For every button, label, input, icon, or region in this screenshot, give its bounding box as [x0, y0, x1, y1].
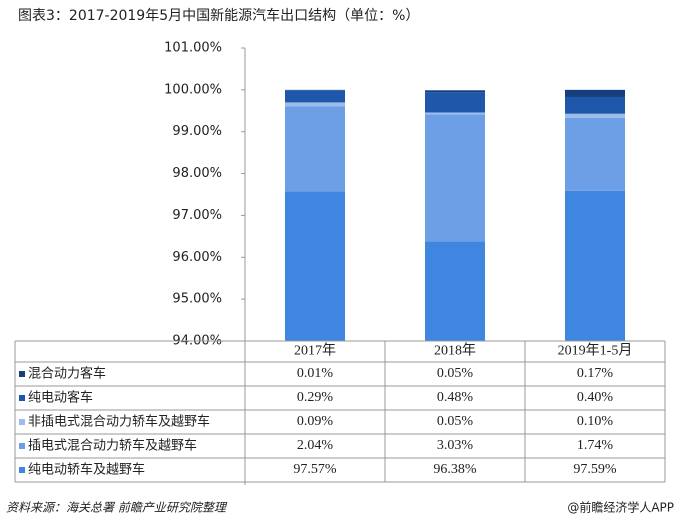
legend-swatch — [19, 443, 25, 449]
legend-label: 纯电动客车 — [28, 390, 93, 406]
table-value: 96.38% — [433, 462, 477, 477]
legend-swatch — [19, 371, 25, 377]
table-value: 0.48% — [437, 390, 474, 405]
legend-swatch — [19, 419, 25, 425]
table-value: 0.05% — [437, 366, 474, 381]
bar-segment — [285, 90, 345, 103]
table-value: 0.17% — [577, 366, 614, 381]
legend-swatch — [19, 395, 25, 401]
table-value: 97.57% — [293, 462, 337, 477]
y-tick-label: 98.00% — [172, 166, 222, 181]
y-tick-label: 101.00% — [164, 41, 222, 56]
legend-label: 插电式混合动力轿车及越野车 — [28, 438, 197, 454]
bar-segment — [425, 112, 485, 115]
legend-label: 混合动力客车 — [28, 366, 106, 382]
bar-segment — [565, 117, 625, 191]
bar-segment — [565, 89, 625, 97]
bar-segment — [565, 113, 625, 118]
table-value: 0.29% — [297, 390, 334, 405]
bar-segment — [565, 190, 625, 341]
bar-segment — [285, 106, 345, 192]
table-value: 0.05% — [437, 414, 474, 429]
legend-label: 非插电式混合动力轿车及越野车 — [28, 414, 210, 430]
logo: @前瞻经济学人APP — [567, 500, 674, 515]
table-value: 0.01% — [297, 366, 334, 381]
y-tick-label: 95.00% — [172, 292, 222, 307]
table-value: 1.74% — [577, 438, 614, 453]
chart-title: 图表3：2017-2019年5月中国新能源汽车出口结构（单位：%） — [18, 7, 419, 24]
y-tick-label: 99.00% — [172, 124, 222, 139]
bar-segment — [565, 96, 625, 114]
bar-segment — [425, 114, 485, 242]
y-tick-label: 97.00% — [172, 208, 222, 223]
bar-segment — [425, 90, 485, 93]
bar-segment — [425, 92, 485, 113]
bar-segment — [285, 102, 345, 107]
table-value: 2.04% — [297, 438, 334, 453]
x-tick-label: 2018年 — [434, 343, 476, 359]
table-value: 97.59% — [573, 462, 617, 477]
source: 资料来源：海关总署 前瞻产业研究院整理 — [6, 501, 228, 515]
y-tick-label: 100.00% — [164, 82, 222, 97]
table-value: 3.03% — [437, 438, 474, 453]
x-tick-label: 2017年 — [294, 343, 336, 359]
bar-segment — [285, 191, 345, 341]
bar-segment — [425, 241, 485, 341]
table-value: 0.40% — [577, 390, 614, 405]
table-value: 0.09% — [297, 414, 334, 429]
legend-label: 纯电动轿车及越野车 — [28, 462, 145, 478]
y-tick-label: 96.00% — [172, 250, 222, 265]
x-tick-label: 2019年1-5月 — [558, 343, 633, 359]
legend-swatch — [19, 467, 25, 473]
table-value: 0.10% — [577, 414, 614, 429]
